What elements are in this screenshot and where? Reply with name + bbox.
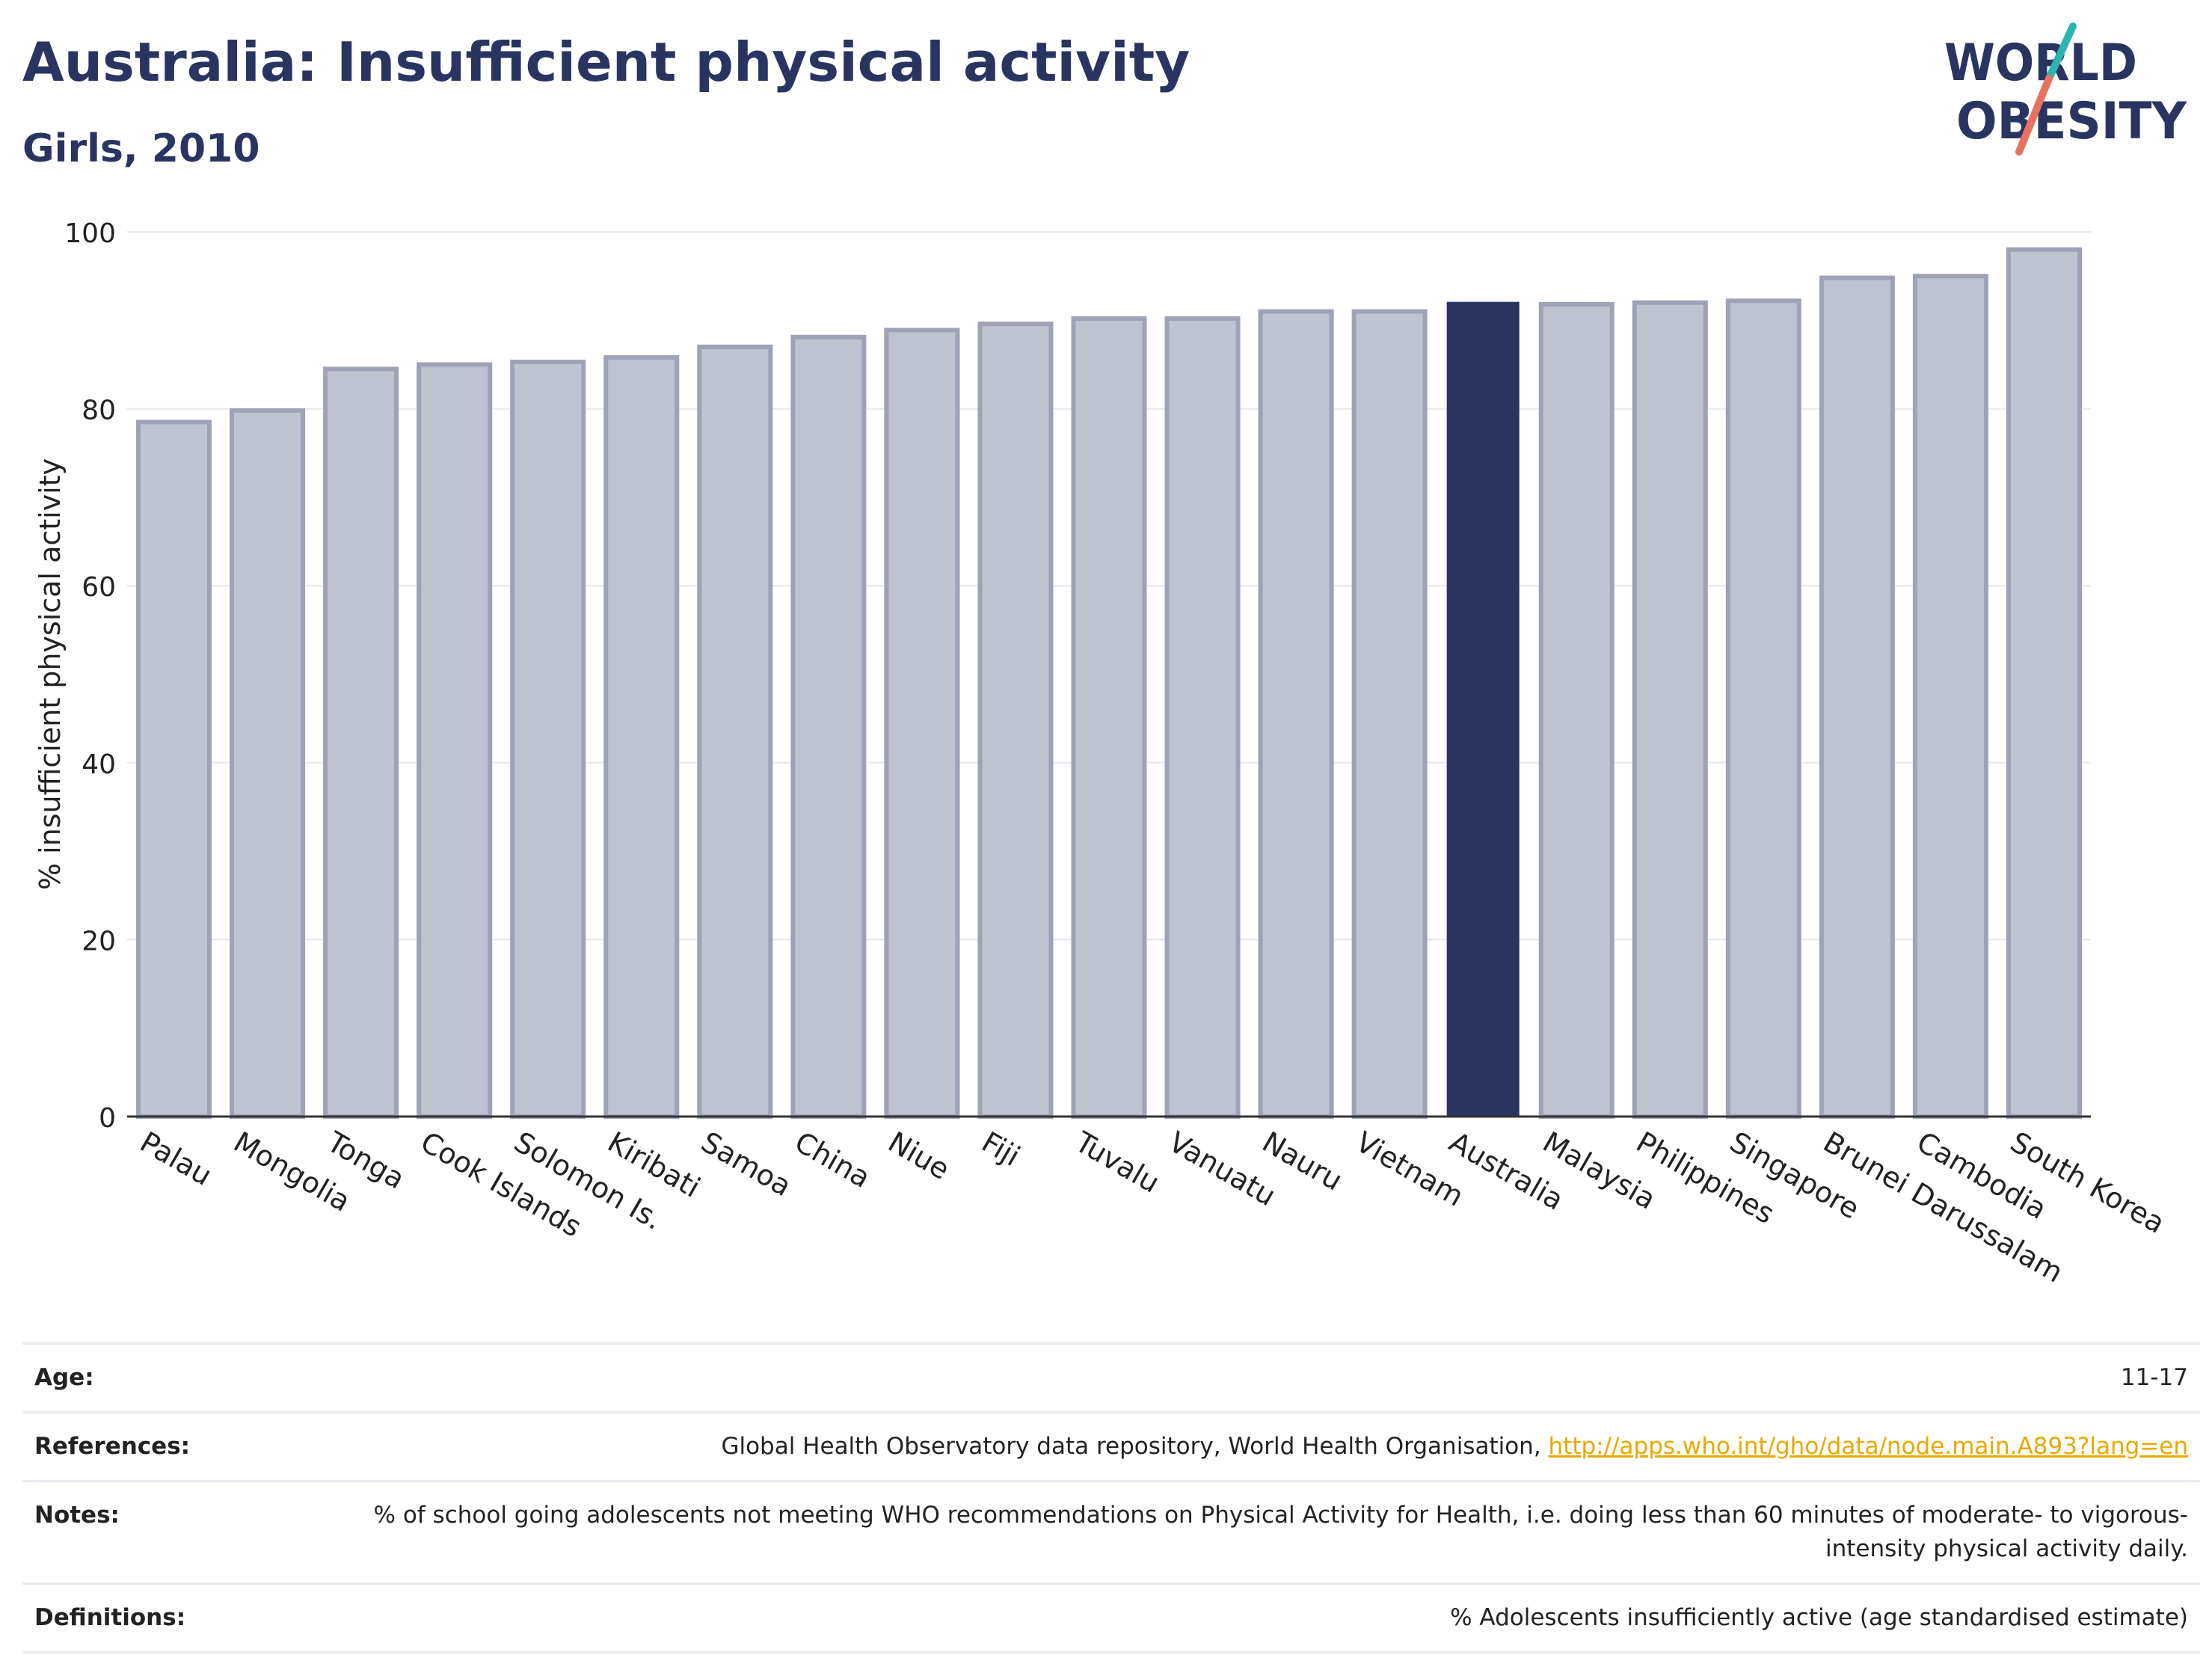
y-tick-labels: 0 20 40 60 80 100	[64, 218, 116, 1134]
x-tick-label: Tuvalu	[1069, 1125, 1165, 1200]
info-value: 11-17	[271, 1344, 2200, 1413]
bar-brunei-darussalam	[1819, 275, 1895, 1120]
info-value: % of school going adolescents not meetin…	[271, 1481, 2200, 1583]
info-row: Age: 11-17	[22, 1343, 2200, 1413]
x-tick-label: Niue	[882, 1126, 955, 1186]
logo-line2: OBESITY	[1956, 92, 2187, 151]
y-tick-label: 100	[64, 218, 116, 249]
info-label: Definitions:	[34, 1603, 186, 1631]
bar-china	[790, 334, 867, 1120]
bar-tonga	[323, 366, 399, 1120]
bar-philippines	[1632, 300, 1708, 1119]
info-row: References: Global Health Observatory dat…	[22, 1412, 2200, 1481]
bar-nauru	[1258, 309, 1334, 1120]
reference-link[interactable]: http://apps.who.int/gho/data/node.main.A…	[1548, 1432, 2188, 1460]
info-value: % Adolescents insufficiently active (age…	[271, 1583, 2200, 1652]
bar-palau	[136, 420, 212, 1120]
bar-mongolia	[230, 408, 306, 1119]
bar-south-korea	[2006, 247, 2082, 1119]
x-tick-label: Samoa	[695, 1126, 796, 1203]
x-tick-label: Fiji	[976, 1126, 1025, 1173]
y-tick-label: 40	[82, 749, 116, 780]
x-tick-label: China	[789, 1126, 876, 1194]
bar-singapore	[1725, 298, 1801, 1119]
bar-vanuatu	[1164, 316, 1241, 1120]
x-tick-label: Cook Islands	[415, 1126, 587, 1244]
logo-slash-teal	[2045, 22, 2077, 82]
y-tick-label: 60	[82, 572, 116, 603]
world-obesity-logo: WORLD OBESITY	[1944, 22, 2187, 156]
x-tick-label: South Korea	[2005, 1126, 2170, 1240]
page-subtitle: Girls, 2010	[22, 126, 260, 171]
info-value-text: % of school going adolescents not meetin…	[373, 1501, 2188, 1562]
y-axis-label: % insufficient physical activity	[34, 458, 67, 890]
info-value-text: 11-17	[2120, 1364, 2188, 1391]
bar-cambodia	[1912, 274, 1988, 1119]
bar-vietnam	[1351, 309, 1428, 1120]
bars	[136, 247, 2082, 1120]
logo-slash-coral	[2015, 75, 2053, 156]
info-value-text: Global Health Observatory data repositor…	[721, 1432, 1549, 1460]
bar-malaysia	[1538, 302, 1615, 1120]
bar-samoa	[697, 344, 773, 1119]
info-label: References:	[34, 1432, 191, 1460]
info-value-text: % Adolescents insufficiently active (age…	[1450, 1603, 2188, 1631]
y-tick-label: 0	[99, 1103, 116, 1134]
page-title: Australia: Insufficient physical activit…	[22, 31, 1191, 93]
info-row: Definitions: % Adolescents insufficiently…	[22, 1583, 2200, 1653]
bar-tuvalu	[1071, 316, 1147, 1120]
info-label: Notes:	[34, 1501, 120, 1529]
info-label: Age:	[34, 1364, 94, 1391]
bar-cook-islands	[417, 362, 493, 1119]
bar-australia	[1446, 301, 1520, 1117]
x-tick-label: Palau	[135, 1126, 218, 1192]
info-table: Age: 11-17 References: Global Health Observ…	[22, 1342, 2200, 1654]
logo-line1: WORLD	[1944, 34, 2137, 93]
bar-niue	[884, 328, 960, 1120]
x-tick-label: Vietnam	[1351, 1126, 1469, 1213]
x-tick-label: Vanuatu	[1164, 1126, 1282, 1212]
info-row: Notes: % of school going adolescents not …	[22, 1481, 2200, 1583]
bar-fiji	[977, 322, 1054, 1120]
bar-solomon-is	[510, 359, 586, 1119]
y-tick-label: 20	[82, 926, 116, 957]
info-value: Global Health Observatory data repositor…	[271, 1412, 2200, 1481]
y-tick-label: 80	[82, 396, 116, 426]
bar-kiribati	[603, 354, 680, 1119]
